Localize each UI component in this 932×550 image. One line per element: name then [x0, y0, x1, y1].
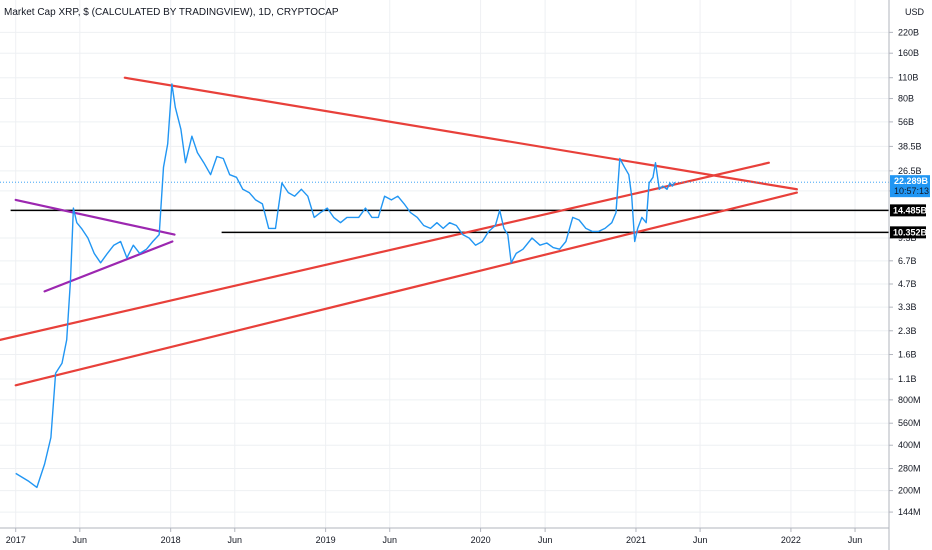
y-tick-label: 26.5B	[898, 166, 922, 176]
y-tick-label: 400M	[898, 440, 921, 450]
price-line	[15, 83, 676, 489]
x-tick-label: 2020	[471, 535, 491, 545]
y-tick-label: 110B	[898, 73, 918, 83]
level-tag-bg	[890, 204, 926, 217]
last-price-tag: 22.289B	[894, 176, 929, 186]
y-tick-label: 80B	[898, 94, 914, 104]
y-tick-label: 3.3B	[898, 302, 917, 312]
y-tick-label: 800M	[898, 395, 921, 405]
x-tick-label: 2019	[316, 535, 336, 545]
x-tick-label: 2022	[781, 535, 801, 545]
purple-trendline[interactable]	[14, 198, 176, 236]
x-tick-label: Jun	[382, 535, 397, 545]
x-tick-label: Jun	[228, 535, 243, 545]
purple-trendline[interactable]	[43, 240, 174, 293]
red-trendline[interactable]	[0, 161, 770, 342]
x-tick-label: Jun	[73, 535, 88, 545]
y-tick-label: 560M	[898, 418, 921, 428]
y-tick-label: 160B	[898, 48, 919, 58]
y-tick-label: 56B	[898, 117, 914, 127]
last-price-tag-bg	[890, 175, 930, 198]
y-tick-label: 1.6B	[898, 350, 917, 360]
y-tick-label: 1.1B	[898, 374, 917, 384]
y-tick-label: 6.7B	[898, 256, 917, 266]
x-tick-label: 2018	[161, 535, 181, 545]
currency-label[interactable]: USD	[905, 7, 925, 17]
level-tag: 10.352B	[893, 227, 928, 237]
y-tick-label: 144M	[898, 507, 921, 517]
price-series	[0, 83, 889, 489]
x-tick-label: 2017	[6, 535, 26, 545]
level-tag-bg	[890, 226, 926, 239]
chart-title: Market Cap XRP, $ (CALCULATED BY TRADING…	[4, 7, 339, 18]
level-tag: 14.485B	[893, 205, 928, 215]
drawings[interactable]	[0, 76, 889, 387]
x-tick-label: Jun	[538, 535, 553, 545]
y-tick-label: 2.3B	[898, 326, 917, 336]
x-tick-label: Jun	[848, 535, 863, 545]
y-tick-label: 200M	[898, 486, 921, 496]
y-tick-label: 220B	[898, 27, 919, 37]
x-tick-label: Jun	[693, 535, 708, 545]
bar-countdown: 10:57:13	[894, 186, 929, 196]
y-tick-label: 38.5B	[898, 141, 922, 151]
x-tick-label: 2021	[626, 535, 646, 545]
red-trendline[interactable]	[14, 191, 798, 387]
y-tick-label: 280M	[898, 464, 921, 474]
red-trendline[interactable]	[123, 76, 798, 191]
grid	[0, 0, 889, 528]
y-tick-label: 4.7B	[898, 279, 917, 289]
